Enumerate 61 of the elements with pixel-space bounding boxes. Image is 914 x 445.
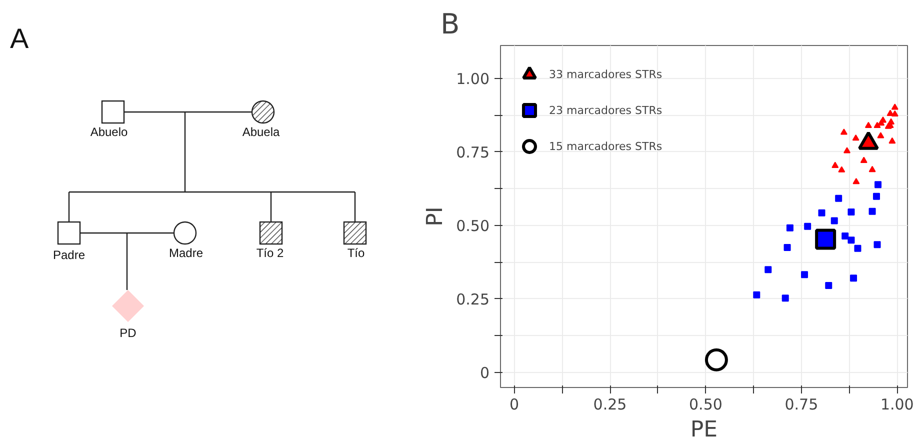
text: A [10, 23, 29, 54]
chart-title: B [440, 8, 460, 40]
point [872, 192, 880, 200]
x-tick-label: 1.00 [880, 396, 914, 414]
point [842, 232, 849, 240]
point [891, 104, 898, 110]
point [804, 222, 812, 230]
point [818, 209, 826, 216]
point [850, 274, 858, 282]
x-tick-label: 0.25 [593, 396, 627, 414]
y-tick-label: 0.50 [456, 216, 490, 235]
point [825, 282, 832, 289]
y-tick-label: 0 [480, 364, 490, 382]
point [852, 178, 860, 184]
point [838, 166, 846, 172]
point [852, 134, 860, 141]
point [868, 208, 876, 215]
point [753, 291, 760, 298]
point [704, 348, 728, 372]
point [891, 110, 898, 117]
point [854, 244, 862, 252]
text: Abuela [242, 125, 280, 140]
x-tick-label: 0.50 [689, 396, 722, 414]
text: PD [120, 326, 137, 340]
legend-label: 33 marcadores STRs [549, 68, 662, 80]
point [888, 118, 895, 124]
point [784, 244, 791, 252]
point [888, 137, 896, 144]
x-tick-label: 0.75 [784, 396, 818, 414]
point [764, 266, 772, 274]
text: Abuelo [90, 125, 128, 140]
point [815, 228, 836, 250]
y-tick-label: 0.25 [456, 290, 490, 308]
text: Tío 2 [256, 246, 284, 260]
point [877, 132, 884, 138]
y-tick-label: 0.75 [456, 143, 490, 162]
point [860, 156, 868, 164]
point [786, 224, 794, 232]
point [848, 236, 855, 244]
point [874, 241, 881, 248]
point [879, 116, 886, 123]
point [868, 166, 876, 172]
text: Tío [347, 246, 365, 260]
y-tick-label: 1.00 [456, 70, 490, 88]
legend-label: 15 marcadores STRs [549, 140, 662, 152]
point [848, 208, 855, 216]
x-tick-label: 0 [510, 396, 520, 414]
text: Padre [52, 248, 86, 262]
x-axis-title: PE [690, 418, 718, 442]
point [835, 194, 842, 202]
point [801, 271, 808, 278]
point [844, 147, 851, 154]
y-axis-title: PI [423, 206, 448, 226]
point [874, 181, 882, 188]
point [840, 128, 848, 135]
point [864, 122, 872, 128]
point [782, 294, 789, 302]
point [830, 217, 838, 224]
text: Madre [168, 246, 204, 260]
legend-label: 23 marcadores STRs [549, 104, 662, 116]
point [832, 162, 839, 168]
